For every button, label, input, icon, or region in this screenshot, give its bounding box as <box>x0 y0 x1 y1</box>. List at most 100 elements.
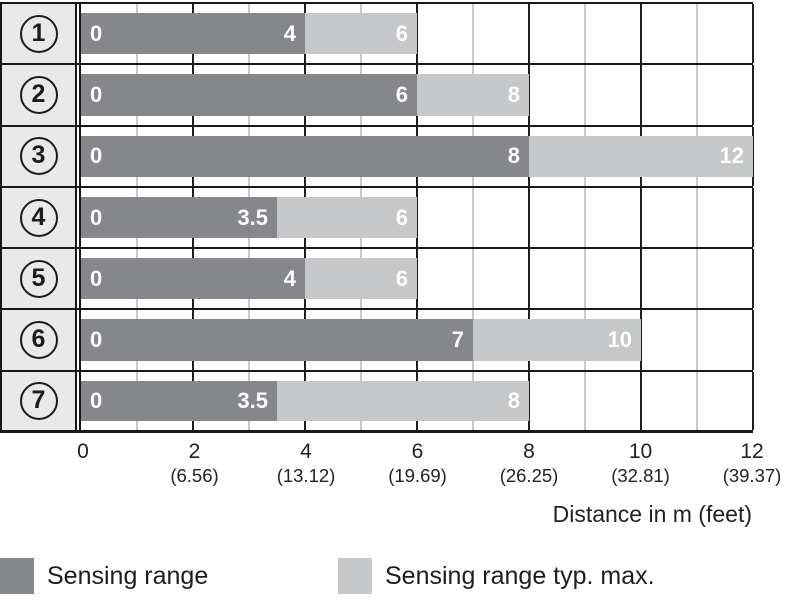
gridline-minor <box>696 65 698 125</box>
x-tick-meters: 8 <box>523 440 535 463</box>
sensing-range-bar: 0 3.5 <box>81 196 277 239</box>
x-tick-meters: 12 <box>740 440 764 463</box>
gridline-major <box>751 4 755 64</box>
gridline-major <box>639 310 643 370</box>
table-row: 7 0 3.5 8 <box>0 371 755 434</box>
gridline-major <box>527 249 531 309</box>
gridline-major <box>527 4 531 64</box>
row-plot: 0 3.5 6 <box>79 187 755 248</box>
bar-dark-end-label: 4 <box>283 20 296 46</box>
circled-number: 7 <box>19 381 58 420</box>
x-tick: 4 (13.12) <box>277 440 336 488</box>
row-plot: 0 4 6 <box>79 249 755 309</box>
x-tick-feet: (32.81) <box>611 465 670 486</box>
x-tick-meters: 10 <box>628 440 653 463</box>
legend-item: Sensing range <box>0 558 208 594</box>
bar-dark-end-label: 3.5 <box>237 387 268 413</box>
gridline-major <box>639 4 643 64</box>
gridline-major <box>527 65 531 125</box>
gridline-minor <box>696 310 698 370</box>
bar-start-label: 0 <box>90 265 103 291</box>
legend-label: Sensing range typ. max. <box>385 561 655 590</box>
bar-start-label: 0 <box>90 20 103 46</box>
legend-label: Sensing range <box>47 561 209 590</box>
table-row: 2 0 6 8 <box>0 65 755 127</box>
row-plot: 0 6 8 <box>79 65 755 125</box>
gridline-minor <box>472 249 474 309</box>
typ-max-bar: 6 <box>305 258 417 300</box>
x-axis-title: Distance in m (feet) <box>552 501 752 527</box>
x-tick-feet: (39.37) <box>722 465 782 486</box>
gridline-major <box>751 187 755 248</box>
x-tick: 0 <box>77 440 89 464</box>
circled-number: 1 <box>19 14 58 53</box>
gridline-major <box>751 371 755 431</box>
row-label-cell: 6 <box>0 310 77 370</box>
x-axis: 0 2 (6.56) 4 (13.12) 6 (19.69) 8 (26.25)… <box>77 440 781 496</box>
gridline-major <box>751 249 755 309</box>
bar-light-end-label: 10 <box>607 327 632 353</box>
bar-dark-end-label: 8 <box>507 143 520 169</box>
bar-start-label: 0 <box>90 204 103 230</box>
gridline-minor <box>696 187 698 248</box>
circled-number: 6 <box>19 321 58 360</box>
gridline-major <box>751 126 755 186</box>
gridline-major <box>527 371 531 431</box>
table-row: 5 0 4 6 <box>0 249 755 311</box>
x-tick: 12 (39.37) <box>723 440 782 488</box>
gridline-minor <box>584 4 586 64</box>
typ-max-bar: 10 <box>473 319 641 361</box>
gridline-minor <box>584 249 586 309</box>
x-tick: 6 (19.69) <box>388 440 447 488</box>
x-tick-meters: 0 <box>77 440 89 463</box>
x-tick: 10 (32.81) <box>611 440 670 488</box>
bar-light-end-label: 6 <box>395 204 408 230</box>
bar-light-end-label: 8 <box>507 387 520 413</box>
sensing-range-bar: 0 4 <box>81 258 305 300</box>
gridline-minor <box>584 187 586 248</box>
sensing-range-bar: 0 8 <box>81 135 529 177</box>
gridline-major <box>527 187 531 248</box>
bar-start-label: 0 <box>90 81 103 107</box>
sensing-range-bar: 0 4 <box>81 13 305 55</box>
row-label-cell: 3 <box>0 126 77 186</box>
gridline-minor <box>584 371 586 431</box>
bar-start-label: 0 <box>90 143 103 169</box>
sensing-range-bar: 0 3.5 <box>81 380 277 422</box>
circled-number: 4 <box>19 198 58 237</box>
gridline-major <box>639 249 643 309</box>
x-tick: 2 (6.56) <box>170 440 218 488</box>
typ-max-bar: 6 <box>277 196 417 239</box>
legend-swatch <box>0 558 34 594</box>
gridline-minor <box>696 4 698 64</box>
legend-item: Sensing range typ. max. <box>338 558 655 594</box>
circled-number: 5 <box>19 259 58 298</box>
x-tick-meters: 2 <box>188 440 201 463</box>
gridline-major <box>639 371 643 431</box>
bar-light-end-label: 12 <box>719 143 744 169</box>
bar-chart-grid: 1 0 4 6 2 0 6 8 3 <box>0 2 755 434</box>
bar-dark-end-label: 6 <box>395 81 408 107</box>
x-tick-meters: 4 <box>300 440 312 463</box>
sensing-range-bar: 0 7 <box>81 319 473 361</box>
row-label-cell: 7 <box>0 371 77 431</box>
row-label-cell: 1 <box>0 4 77 64</box>
gridline-minor <box>696 249 698 309</box>
typ-max-bar: 8 <box>277 380 529 422</box>
gridline-major <box>639 187 643 248</box>
gridline-major <box>751 310 755 370</box>
x-tick: 8 (26.25) <box>500 440 559 488</box>
gridline-major <box>415 249 419 309</box>
x-tick-feet: (6.56) <box>170 465 219 486</box>
bar-dark-end-label: 3.5 <box>237 204 268 230</box>
gridline-major <box>751 65 755 125</box>
row-plot: 0 4 6 <box>79 4 755 64</box>
typ-max-bar: 6 <box>305 13 417 55</box>
row-label-cell: 5 <box>0 249 77 309</box>
row-label-cell: 2 <box>0 65 77 125</box>
table-row: 4 0 3.5 6 <box>0 187 755 250</box>
row-plot: 0 7 10 <box>79 310 755 370</box>
circled-number: 2 <box>19 75 58 114</box>
bar-dark-end-label: 7 <box>451 327 464 353</box>
bar-light-end-label: 6 <box>395 20 408 46</box>
